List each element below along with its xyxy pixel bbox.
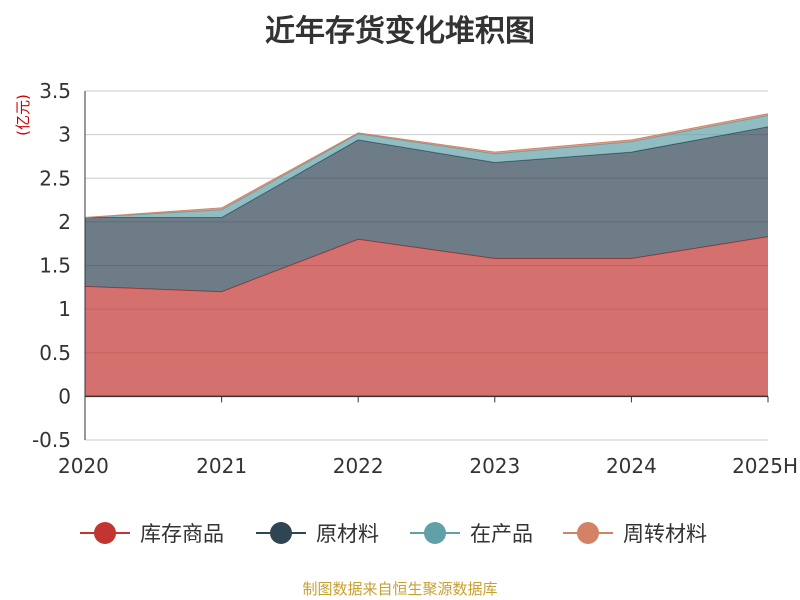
legend-item: 原材料 bbox=[256, 522, 379, 546]
series-line-周转材料 bbox=[84, 113, 769, 218]
legend-marker bbox=[424, 522, 446, 544]
y-tick-label: 1 bbox=[58, 297, 71, 321]
area-库存商品 bbox=[85, 236, 768, 397]
legend-label: 库存商品 bbox=[140, 522, 224, 546]
area-原材料 bbox=[85, 126, 768, 292]
y-tick-label: 2.5 bbox=[39, 166, 71, 190]
y-tick-label: 0 bbox=[58, 384, 71, 408]
x-tick-label: 2024 bbox=[606, 454, 657, 478]
source-note: 制图数据来自恒生聚源数据库 bbox=[302, 580, 498, 598]
y-tick-label: 2 bbox=[58, 210, 71, 234]
y-tick-label: -0.5 bbox=[32, 428, 71, 452]
legend-marker bbox=[94, 522, 116, 544]
chart-title: 近年存货变化堆积图 bbox=[265, 14, 535, 49]
x-tick-label: 2020 bbox=[58, 454, 109, 478]
y-tick-label: 1.5 bbox=[39, 254, 71, 278]
y-tick-label: 3 bbox=[58, 123, 71, 147]
legend-marker bbox=[577, 522, 599, 544]
y-axis-unit-label: (亿元) bbox=[14, 94, 32, 136]
area-layer bbox=[84, 113, 769, 397]
x-tick-label: 2025H bbox=[732, 454, 798, 478]
area-在产品 bbox=[85, 115, 768, 218]
x-tick-label: 2022 bbox=[333, 454, 384, 478]
legend-item: 库存商品 bbox=[80, 522, 224, 546]
x-tick-label: 2021 bbox=[196, 454, 247, 478]
legend-label: 在产品 bbox=[470, 522, 533, 546]
legend: 库存商品 原材料 在产品 周转材料 bbox=[80, 522, 707, 546]
legend-label: 原材料 bbox=[316, 522, 379, 546]
legend-marker bbox=[270, 522, 292, 544]
y-tick-label: 3.5 bbox=[39, 79, 71, 103]
y-tick-label: 0.5 bbox=[39, 341, 71, 365]
legend-item: 在产品 bbox=[410, 522, 533, 546]
legend-label: 周转材料 bbox=[623, 522, 707, 546]
x-tick-label: 2023 bbox=[469, 454, 520, 478]
legend-item: 周转材料 bbox=[563, 522, 707, 546]
